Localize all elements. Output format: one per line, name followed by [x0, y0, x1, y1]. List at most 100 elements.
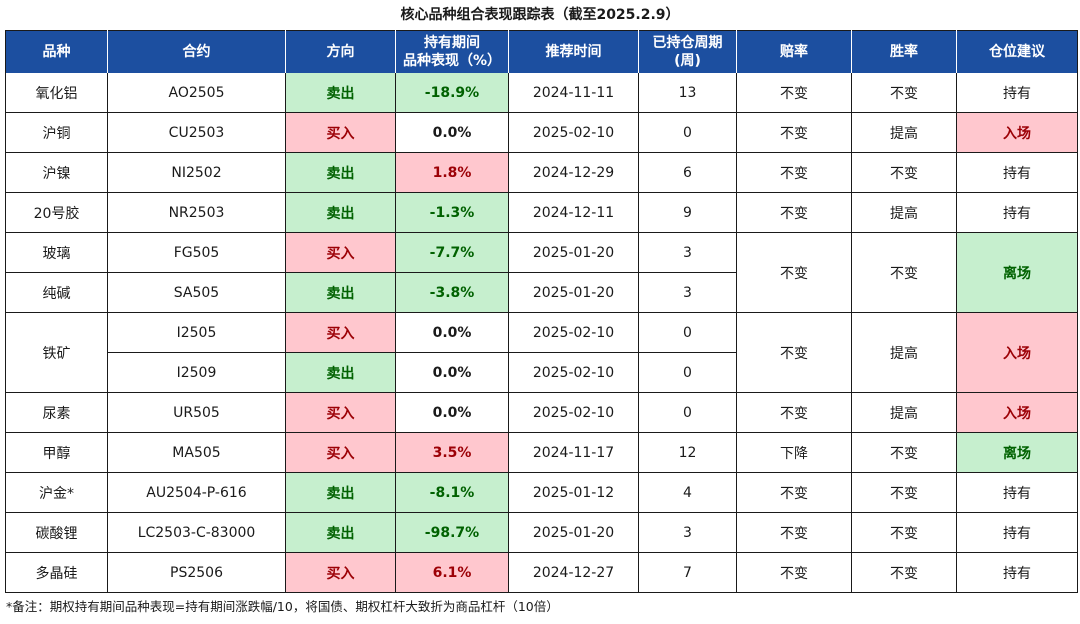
header-winrate: 胜率: [851, 30, 957, 73]
tracking-table: 品种 合约 方向 持有期间 品种表现（%） 推荐时间 已持仓周期 (周) 赔率 …: [5, 30, 1078, 593]
contract-cell: NI2502: [107, 152, 286, 193]
advice-cell: 持有: [956, 512, 1078, 553]
contract-cell: CU2503: [107, 112, 286, 153]
odds-cell: 不变: [736, 472, 852, 513]
table-title: 核心品种组合表现跟踪表（截至2025.2.9）: [400, 7, 680, 23]
table-row: 甲醇 MA505 买入 3.5% 2024-11-17 12 下降 不变 离场: [5, 432, 1078, 473]
odds-cell: 不变: [736, 312, 852, 393]
winrate-cell: 不变: [851, 152, 957, 193]
advice-cell: 持有: [956, 73, 1078, 113]
odds-cell: 不变: [736, 392, 852, 433]
rec-time-cell: 2025-01-20: [508, 272, 639, 313]
weeks-cell: 3: [638, 232, 737, 273]
variety-cell: 沪镍: [5, 152, 108, 193]
weeks-cell: 0: [638, 312, 737, 353]
odds-cell: 不变: [736, 73, 852, 113]
variety-cell: 多晶硅: [5, 552, 108, 593]
winrate-cell: 不变: [851, 232, 957, 313]
contract-cell: AU2504-P-616: [107, 472, 286, 513]
header-rec-time: 推荐时间: [508, 30, 639, 73]
contract-cell: I2509: [107, 352, 286, 393]
rec-time-cell: 2024-12-29: [508, 152, 639, 193]
direction-cell: 卖出: [285, 472, 396, 513]
table-row: 20号胶 NR2503 卖出 -1.3% 2024-12-11 9 不变 提高 …: [5, 192, 1078, 233]
weeks-cell: 13: [638, 73, 737, 113]
header-variety: 品种: [5, 30, 108, 73]
rec-time-cell: 2025-01-20: [508, 512, 639, 553]
table-row: 沪镍 NI2502 卖出 1.8% 2024-12-29 6 不变 不变 持有: [5, 152, 1078, 193]
direction-cell: 买入: [285, 232, 396, 273]
variety-cell: 甲醇: [5, 432, 108, 473]
advice-cell: 持有: [956, 472, 1078, 513]
weeks-cell: 12: [638, 432, 737, 473]
advice-cell: 入场: [956, 392, 1078, 433]
performance-cell: -1.3%: [395, 192, 509, 233]
table-row: 沪铜 CU2503 买入 0.0% 2025-02-10 0 不变 提高 入场: [5, 112, 1078, 153]
weeks-cell: 3: [638, 272, 737, 313]
winrate-cell: 提高: [851, 192, 957, 233]
direction-cell: 卖出: [285, 73, 396, 113]
header-performance: 持有期间 品种表现（%）: [395, 30, 509, 73]
advice-cell: 持有: [956, 152, 1078, 193]
odds-cell: 不变: [736, 552, 852, 593]
rec-time-cell: 2024-12-27: [508, 552, 639, 593]
performance-cell: -98.7%: [395, 512, 509, 553]
rec-time-cell: 2025-02-10: [508, 312, 639, 353]
variety-cell: 玻璃: [5, 232, 108, 273]
advice-cell: 持有: [956, 552, 1078, 593]
performance-cell: 3.5%: [395, 432, 509, 473]
contract-cell: NR2503: [107, 192, 286, 233]
weeks-cell: 7: [638, 552, 737, 593]
table-row: 尿素 UR505 买入 0.0% 2025-02-10 0 不变 提高 入场: [5, 392, 1078, 433]
direction-cell: 卖出: [285, 272, 396, 313]
contract-cell: LC2503-C-83000: [107, 512, 286, 553]
performance-cell: 0.0%: [395, 392, 509, 433]
advice-cell: 离场: [956, 232, 1078, 313]
advice-cell: 入场: [956, 312, 1078, 393]
winrate-cell: 提高: [851, 312, 957, 393]
direction-cell: 买入: [285, 112, 396, 153]
contract-cell: PS2506: [107, 552, 286, 593]
odds-cell: 下降: [736, 432, 852, 473]
winrate-cell: 不变: [851, 73, 957, 113]
winrate-cell: 提高: [851, 392, 957, 433]
rec-time-cell: 2025-02-10: [508, 392, 639, 433]
header-advice: 仓位建议: [956, 30, 1078, 73]
performance-cell: -8.1%: [395, 472, 509, 513]
performance-cell: -7.7%: [395, 232, 509, 273]
direction-cell: 买入: [285, 552, 396, 593]
contract-cell: FG505: [107, 232, 286, 273]
winrate-cell: 不变: [851, 512, 957, 553]
advice-cell: 离场: [956, 432, 1078, 473]
winrate-cell: 提高: [851, 112, 957, 153]
performance-cell: 1.8%: [395, 152, 509, 193]
table-row: 铁矿 I2505 买入 0.0% 2025-02-10 0 不变 提高 入场: [5, 312, 1078, 393]
winrate-cell: 不变: [851, 552, 957, 593]
weeks-cell: 0: [638, 352, 737, 393]
header-contract: 合约: [107, 30, 286, 73]
weeks-cell: 9: [638, 192, 737, 233]
header-performance-line2: 品种表现（%）: [402, 53, 502, 69]
advice-cell: 持有: [956, 192, 1078, 233]
weeks-cell: 3: [638, 512, 737, 553]
winrate-cell: 不变: [851, 432, 957, 473]
direction-cell: 买入: [285, 432, 396, 473]
rec-time-cell: 2024-11-11: [508, 73, 639, 113]
rec-time-cell: 2025-01-20: [508, 232, 639, 273]
odds-cell: 不变: [736, 512, 852, 553]
variety-cell: 沪金*: [5, 472, 108, 513]
weeks-cell: 6: [638, 152, 737, 193]
variety-cell: 铁矿: [5, 312, 108, 393]
variety-cell: 氧化铝: [5, 73, 108, 113]
performance-cell: -3.8%: [395, 272, 509, 313]
header-weeks-line2: (周): [674, 53, 701, 69]
table-row: 碳酸锂 LC2503-C-83000 卖出 -98.7% 2025-01-20 …: [5, 512, 1078, 553]
variety-cell: 沪铜: [5, 112, 108, 153]
header-odds: 赔率: [736, 30, 852, 73]
header-weeks: 已持仓周期 (周): [638, 30, 737, 73]
table-row: 纯碱 SA505 卖出 -3.8% 2025-01-20 3: [5, 272, 1078, 313]
contract-cell: I2505: [107, 312, 286, 353]
odds-cell: 不变: [736, 152, 852, 193]
variety-cell: 碳酸锂: [5, 512, 108, 553]
contract-cell: SA505: [107, 272, 286, 313]
